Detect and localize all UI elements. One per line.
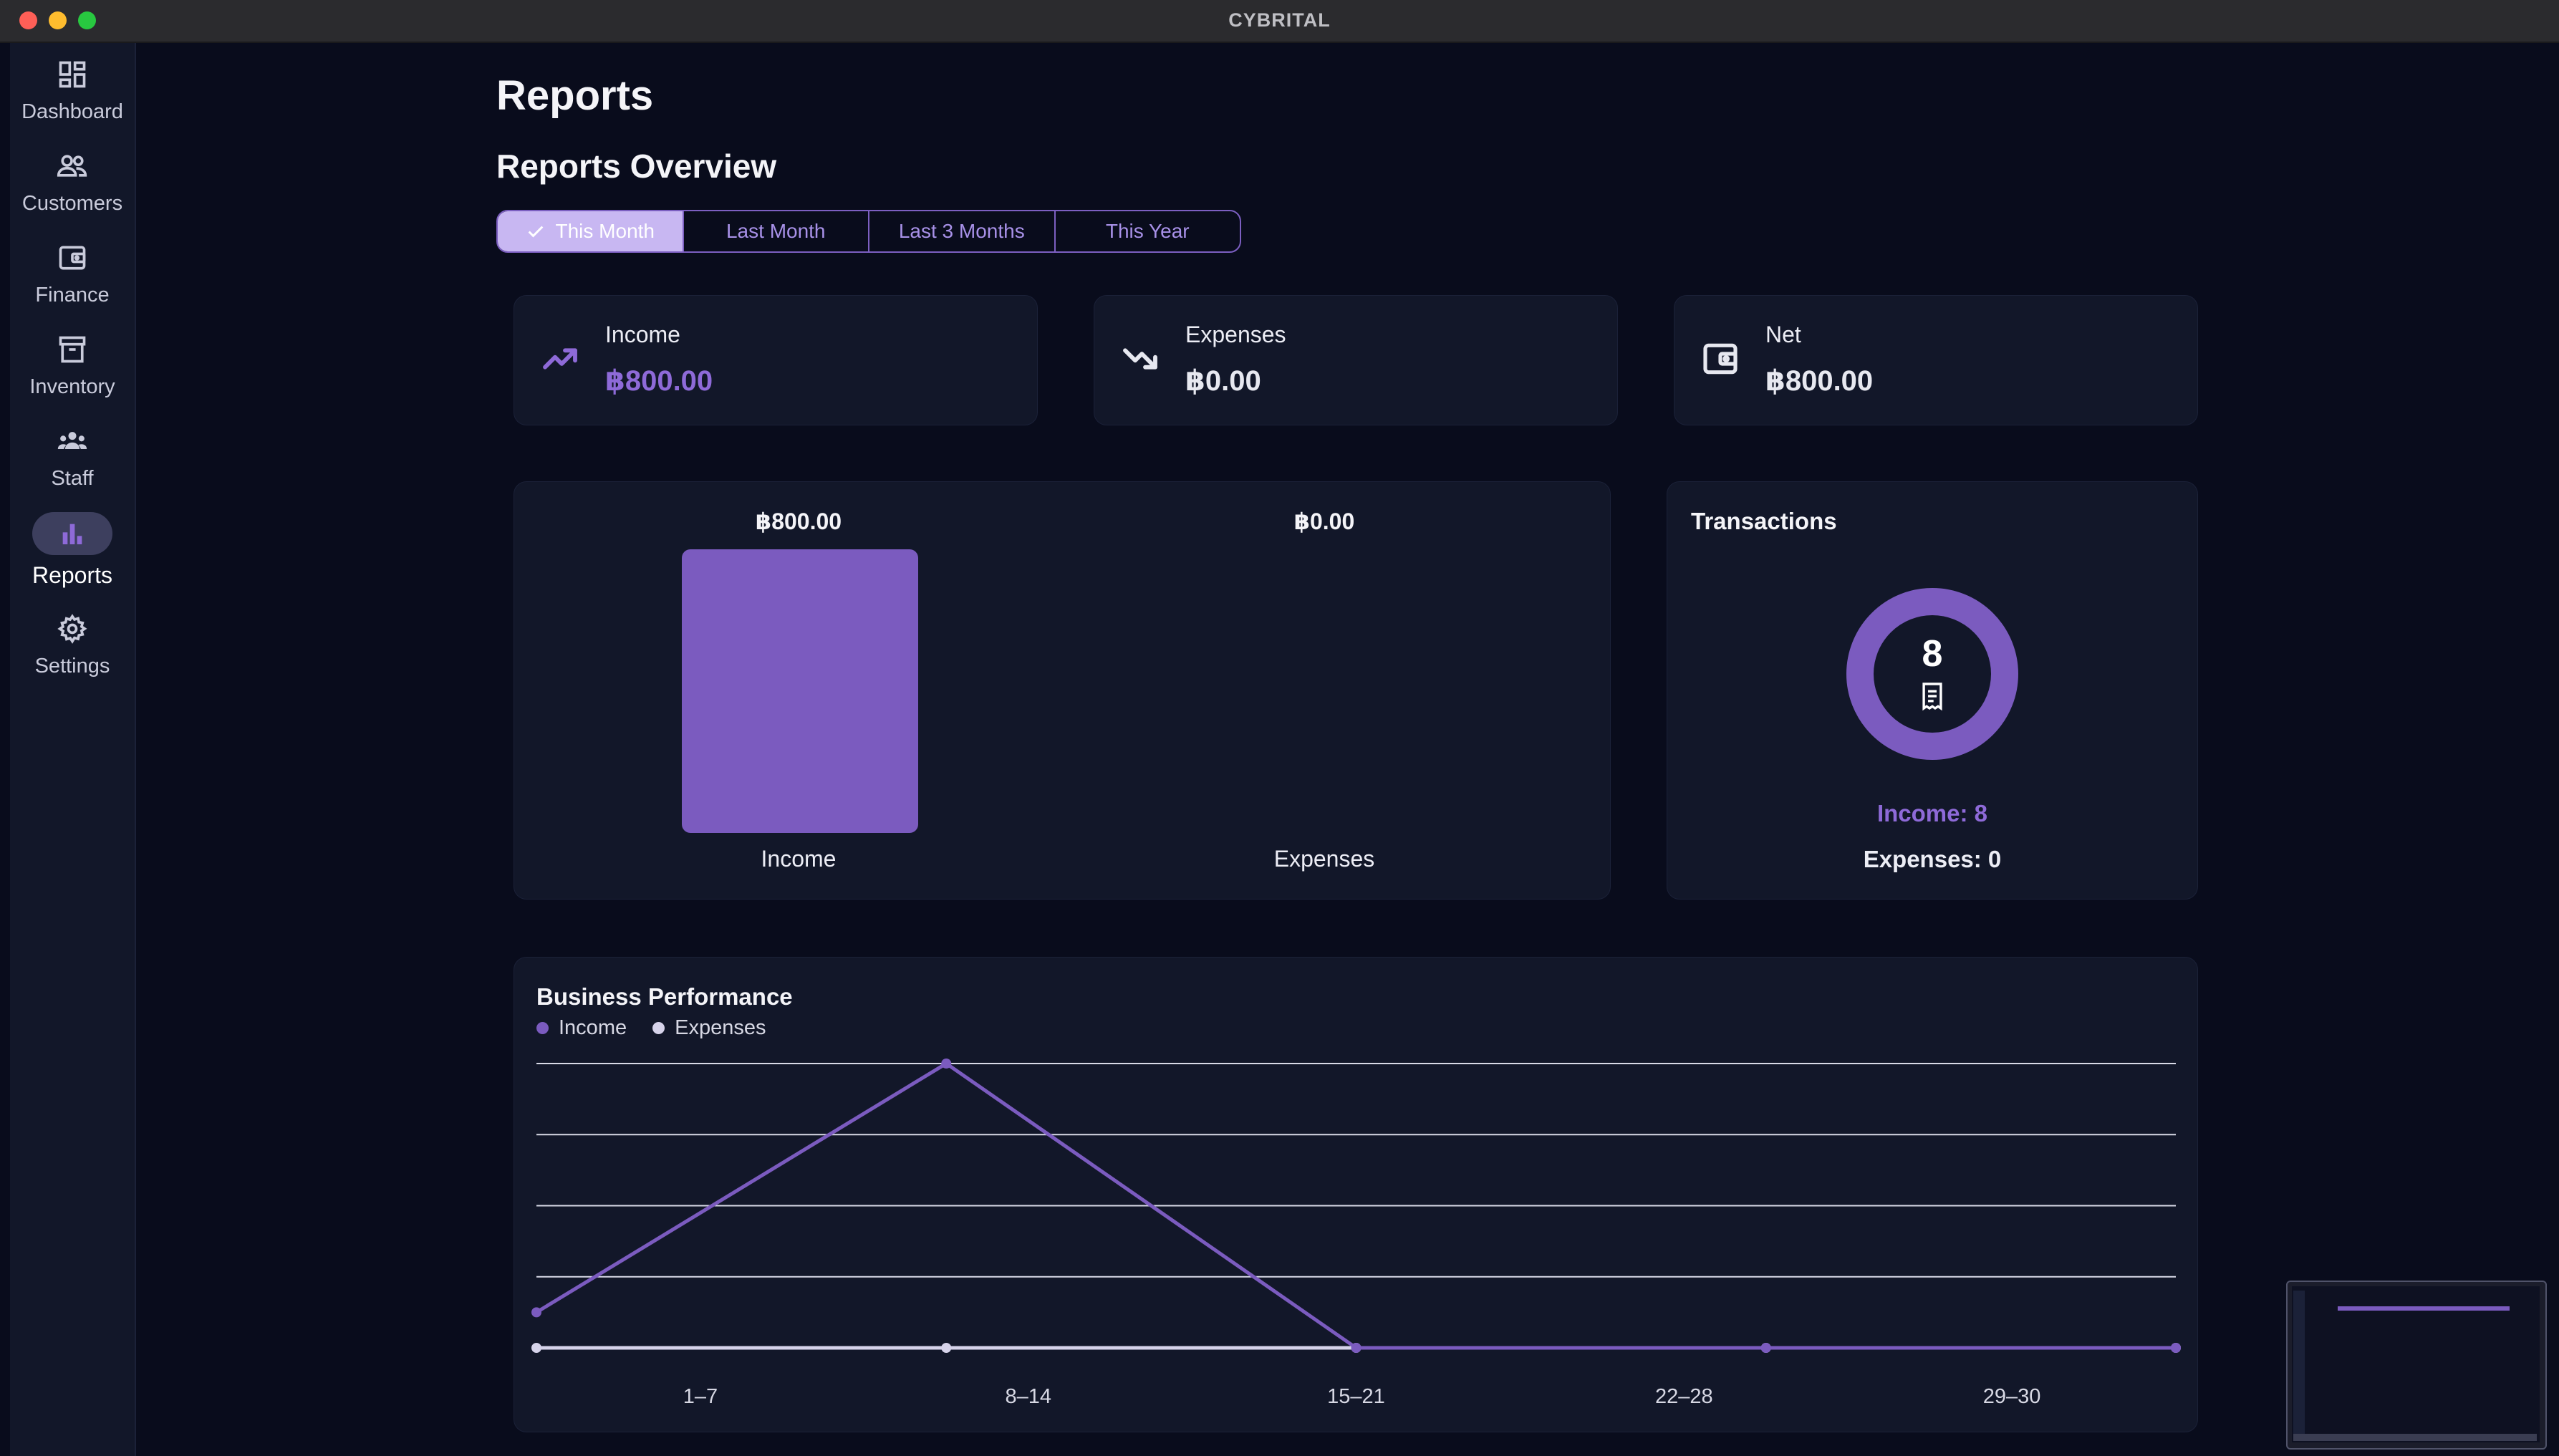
chart-title: Business Performance	[536, 983, 793, 1010]
sidebar-item-inventory[interactable]: Inventory	[10, 334, 135, 399]
thumbnail-dock	[2293, 1434, 2537, 1441]
donut-income-arc	[1846, 588, 2018, 760]
legend-item-expenses[interactable]: Expenses	[652, 1016, 766, 1040]
trending-down-icon	[1123, 348, 1157, 370]
stat-label: Income	[605, 322, 680, 347]
stat-value: ฿800.00	[605, 365, 713, 397]
x-tick-label: 29–30	[1983, 1385, 2041, 1408]
screenshot-preview-thumbnail[interactable]	[2286, 1281, 2547, 1450]
page-title: Reports	[496, 72, 654, 119]
sidebar-item-label: Reports	[32, 562, 113, 588]
transactions-expenses-count: Expenses: 0	[1863, 846, 2002, 872]
sidebar-item-customers[interactable]: Customers	[10, 150, 135, 216]
legend-label: Income	[559, 1016, 627, 1039]
close-window-button[interactable]	[19, 11, 37, 29]
legend-label: Expenses	[675, 1016, 766, 1039]
tab-label: Last Month	[726, 220, 826, 242]
chart-legend: Income Expenses	[536, 1016, 791, 1040]
sidebar-item-staff[interactable]: Staff	[10, 425, 135, 491]
tab-label: Last 3 Months	[898, 220, 1025, 242]
income-expense-bar-chart: ฿800.00 Income ฿0.00 Expenses	[514, 481, 1611, 900]
business-performance-chart: Business Performance Income Expenses 1–7…	[514, 957, 2198, 1432]
legend-dot	[652, 1022, 665, 1034]
sidebar-item-label: Customers	[21, 192, 123, 215]
data-point-income[interactable]	[531, 1307, 541, 1318]
tab-last-month[interactable]: Last Month	[684, 211, 869, 251]
wallet-icon	[59, 246, 86, 270]
sidebar-item-settings[interactable]: Settings	[10, 613, 135, 678]
bar-category-label: Expenses	[1273, 846, 1375, 872]
x-tick-label: 22–28	[1655, 1385, 1713, 1408]
x-tick-label: 8–14	[1005, 1385, 1051, 1408]
stat-value: ฿800.00	[1765, 365, 1874, 397]
data-point-expenses[interactable]	[941, 1343, 952, 1353]
thumbnail-bar	[2338, 1306, 2510, 1311]
sidebar-item-label: Staff	[51, 467, 94, 490]
thumbnail-sidebar	[2293, 1291, 2305, 1434]
receipt-icon	[1922, 683, 1942, 711]
transactions-count: 8	[1922, 633, 1943, 675]
gear-icon	[57, 614, 87, 644]
bar-chart-icon	[62, 524, 82, 544]
x-tick-label: 15–21	[1327, 1385, 1385, 1408]
bar-value-label: ฿800.00	[755, 508, 842, 534]
section-title: Reports Overview	[496, 148, 777, 185]
zoom-window-button[interactable]	[78, 11, 96, 29]
sidebar-item-finance[interactable]: Finance	[10, 242, 135, 307]
dashboard-icon	[59, 61, 86, 88]
transactions-income-count: Income: 8	[1876, 800, 1988, 826]
period-selector: This Month Last Month Last 3 Months This…	[496, 210, 1241, 253]
legend-dot	[536, 1022, 549, 1034]
sidebar: Dashboard Customers Finance Inventory St…	[10, 43, 136, 1456]
tab-label: This Year	[1105, 220, 1190, 242]
stat-label: Net	[1765, 322, 1801, 347]
tab-last-3-months[interactable]: Last 3 Months	[869, 211, 1056, 251]
minimize-window-button[interactable]	[49, 11, 67, 29]
sidebar-item-reports[interactable]: Reports	[10, 512, 135, 589]
sidebar-item-label: Dashboard	[21, 100, 123, 123]
staff-group-icon	[57, 432, 87, 449]
income-stat-card: Income ฿800.00	[514, 295, 1038, 425]
bar-value-label: ฿0.00	[1293, 508, 1355, 534]
net-stat-card: Net ฿800.00	[1674, 295, 2198, 425]
window-title: CYBRITAL	[1228, 9, 1331, 31]
tab-this-month[interactable]: This Month	[498, 211, 684, 251]
sidebar-item-label: Settings	[34, 655, 110, 678]
tab-label: This Month	[555, 220, 655, 242]
data-point-income[interactable]	[1351, 1343, 1362, 1353]
sidebar-item-label: Inventory	[29, 375, 115, 398]
income-bar	[682, 549, 918, 833]
data-point-income[interactable]	[1760, 1343, 1771, 1353]
transactions-donut	[1846, 588, 2018, 760]
wallet-icon	[1703, 343, 1738, 375]
trending-up-icon	[543, 348, 577, 370]
stat-label: Expenses	[1185, 322, 1286, 347]
customers-icon	[57, 155, 87, 177]
thumbnail-window	[2292, 1286, 2540, 1442]
transactions-title: Transactions	[1691, 508, 1837, 534]
window-titlebar: CYBRITAL	[0, 0, 2559, 43]
sidebar-item-label: Finance	[35, 284, 110, 307]
data-point-expenses[interactable]	[531, 1343, 541, 1353]
data-point-income[interactable]	[941, 1059, 952, 1069]
bar-category-label: Income	[761, 846, 837, 872]
data-point-income[interactable]	[2171, 1343, 2181, 1353]
x-tick-label: 1–7	[683, 1385, 718, 1408]
check-icon	[528, 226, 543, 238]
active-nav-indicator	[32, 512, 112, 555]
stat-value: ฿0.00	[1185, 365, 1261, 397]
line-chart-plot: 1–7 8–14 15–21 22–28 29–30	[531, 1059, 2181, 1408]
tab-this-year[interactable]: This Year	[1056, 211, 1240, 251]
transactions-card: Transactions 8 Income: 8 Expenses: 0	[1667, 481, 2198, 900]
sidebar-item-dashboard[interactable]: Dashboard	[10, 59, 135, 124]
inventory-box-icon	[59, 336, 86, 363]
expenses-stat-card: Expenses ฿0.00	[1094, 295, 1618, 425]
legend-item-income[interactable]: Income	[536, 1016, 627, 1040]
